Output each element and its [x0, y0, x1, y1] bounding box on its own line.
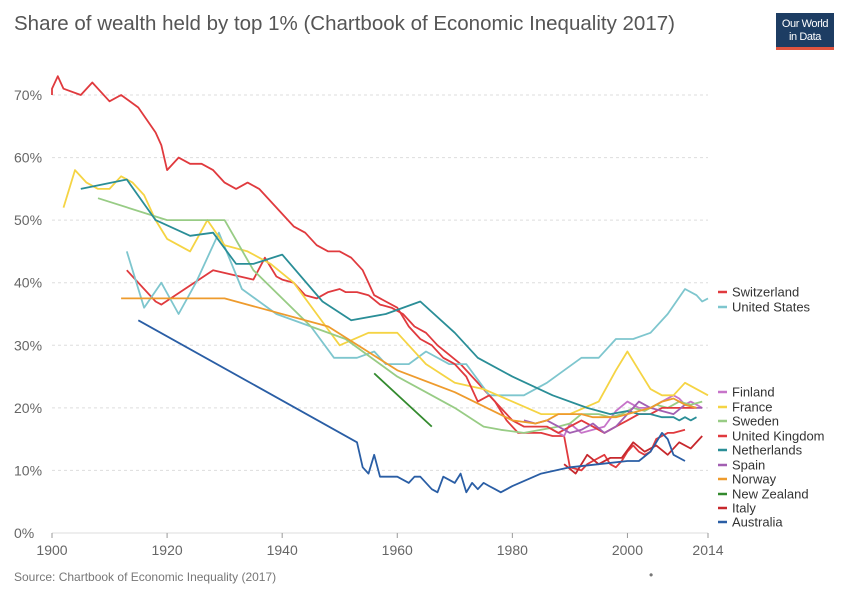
series-lines [51, 75, 709, 494]
series-line-norway[interactable] [121, 297, 697, 425]
legend-label-new-zealand[interactable]: New Zealand [732, 487, 809, 502]
y-tick-label: 0% [14, 525, 34, 541]
x-tick-label: 1900 [36, 542, 67, 558]
owid-logo[interactable]: Our World in Data [776, 13, 834, 50]
x-tick-label: 2014 [692, 542, 723, 558]
legend-label-norway[interactable]: Norway [732, 472, 777, 487]
legend-label-finland[interactable]: Finland [732, 385, 775, 400]
y-tick-label: 10% [14, 462, 42, 478]
y-tick-label: 30% [14, 337, 42, 353]
footer-dot: • [649, 568, 654, 582]
logo-line-1: Our World [781, 18, 829, 30]
y-tick-label: 60% [14, 150, 42, 166]
legend-label-spain[interactable]: Spain [732, 458, 765, 473]
x-tick-label: 1960 [382, 542, 413, 558]
legend-label-france[interactable]: France [732, 400, 772, 415]
x-tick-label: 2000 [612, 542, 643, 558]
x-tick-label: 1920 [152, 542, 183, 558]
series-line-united-kingdom[interactable] [51, 75, 697, 434]
logo-line-2: in Data [788, 31, 822, 43]
y-tick-label: 40% [14, 275, 42, 291]
legend-label-united-states[interactable]: United States [732, 300, 811, 315]
x-tick-label: 1980 [497, 542, 528, 558]
logo-stripe [776, 47, 834, 50]
legend-label-australia[interactable]: Australia [732, 515, 783, 530]
series-line-france[interactable] [62, 169, 709, 415]
legend-label-netherlands[interactable]: Netherlands [732, 443, 803, 458]
series-line-spain[interactable] [523, 400, 703, 434]
source-note: Source: Chartbook of Economic Inequality… [14, 570, 277, 584]
chart-title: Share of wealth held by top 1% (Chartboo… [14, 12, 675, 35]
y-axis-ticks: 0% 10% 20% 30% 40% 50% 60% 70% [14, 87, 42, 541]
y-tick-label: 50% [14, 212, 42, 228]
series-line-australia[interactable] [137, 319, 686, 494]
x-axis-ticks: 1900 1920 1940 1960 1980 2000 2014 [36, 533, 724, 558]
series-line-italy[interactable] [563, 435, 703, 475]
series-line-new-zealand[interactable] [373, 372, 433, 428]
series-line-netherlands[interactable] [80, 178, 697, 422]
series-line-united-states[interactable] [125, 231, 709, 397]
y-tick-label: 70% [14, 87, 42, 103]
legend-label-switzerland[interactable]: Switzerland [732, 285, 799, 300]
legend-label-sweden[interactable]: Sweden [732, 414, 779, 429]
x-tick-label: 1940 [267, 542, 298, 558]
legend-label-united-kingdom[interactable]: United Kingdom [732, 429, 825, 444]
y-tick-label: 20% [14, 400, 42, 416]
grid-lines [52, 94, 708, 534]
legend-label-italy[interactable]: Italy [732, 501, 756, 516]
